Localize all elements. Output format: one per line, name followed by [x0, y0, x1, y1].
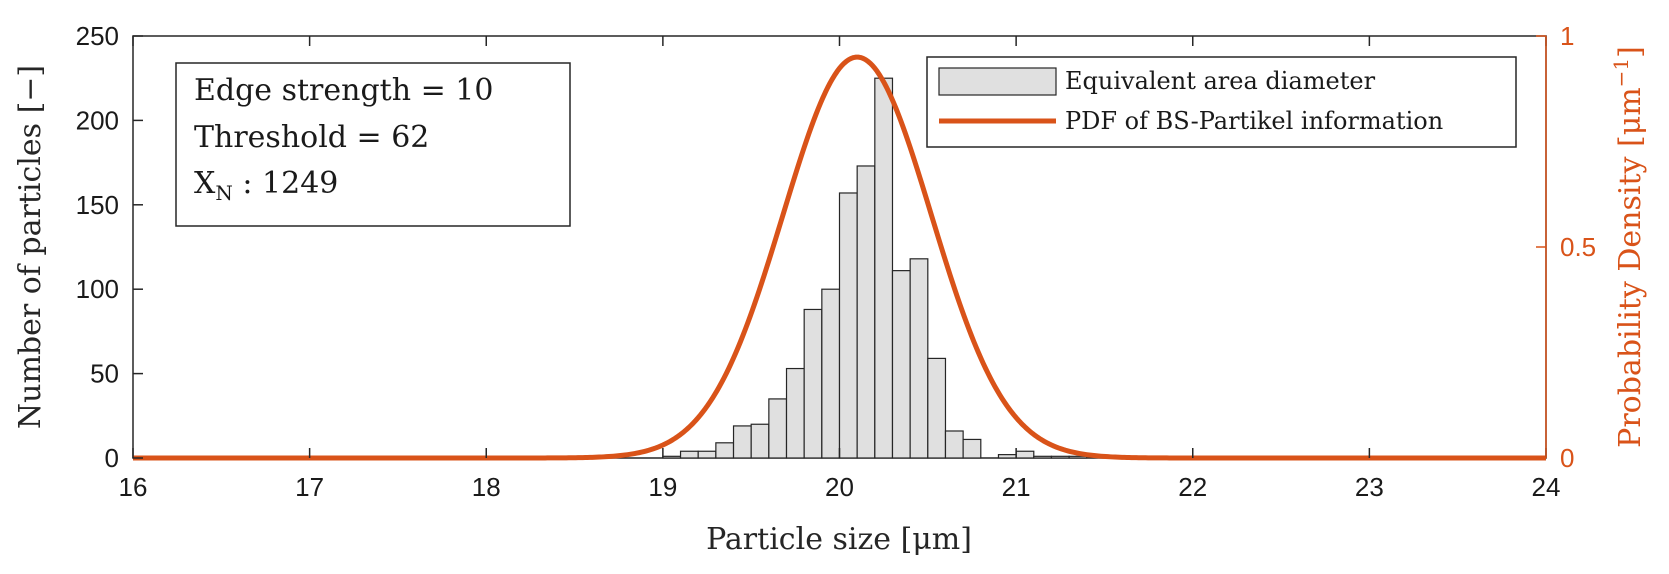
histogram-bar-16: [944, 430, 964, 459]
x-tick-label-0: 16: [119, 472, 148, 502]
histogram-bar-6: [768, 398, 788, 459]
y-right-axis-label-main: Probability Density [μm: [1613, 87, 1648, 448]
histogram-bar-20: [1015, 450, 1035, 459]
x-axis-ticks: 16 17 18 19 20 21 22 23 24: [119, 36, 1561, 502]
x-tick-label-7: 23: [1355, 472, 1384, 502]
annotation-frame: [175, 62, 571, 227]
annotation-xn-subscript: N: [215, 181, 233, 205]
y-tick-label-0: 0: [105, 443, 119, 473]
histogram-bar-13: [891, 270, 911, 459]
x-tick-label-3: 19: [648, 472, 677, 502]
annotation-box: Edge strength = 10 Threshold = 62 XN : 1…: [175, 62, 571, 227]
histogram-bar-7: [785, 367, 805, 459]
histogram-bar-19: [997, 454, 1017, 459]
y-tick-label-5: 250: [76, 21, 119, 51]
histogram-bar-17: [962, 438, 982, 459]
annotation-threshold: Threshold = 62: [194, 120, 429, 155]
y-axis-ticks: 0 50 100 150 200 250: [76, 21, 143, 473]
histogram-bar-15: [927, 357, 947, 459]
histogram-bar-10: [838, 192, 858, 459]
y-right-tick-label-0: 0: [1560, 443, 1574, 473]
annotation-xn-symbol: X: [194, 166, 216, 201]
pdf-curve: [132, 54, 1547, 461]
y-tick-label-1: 50: [90, 359, 119, 389]
y-right-axis-label-sup: −1: [1609, 58, 1633, 87]
x-axis-label: Particle size [μm]: [706, 522, 972, 557]
y-right-tick-label-1: 0.5: [1560, 232, 1596, 262]
annotation-xn: XN : 1249: [194, 166, 338, 205]
histogram-bar-2: [697, 450, 717, 459]
x-tick-label-1: 17: [295, 472, 324, 502]
histogram-bar-0: [662, 455, 682, 459]
y-right-tick-label-2: 1: [1560, 21, 1574, 51]
histogram-bar-3: [715, 442, 735, 459]
y-tick-label-4: 200: [76, 105, 119, 135]
annotation-xn-value: : 1249: [233, 166, 339, 201]
legend: Equivalent area diameter PDF of BS-Parti…: [926, 56, 1517, 148]
y-right-axis-label-close: ]: [1613, 46, 1648, 58]
histogram-bar-14: [909, 258, 929, 459]
annotation-edge-strength: Edge strength = 10: [194, 73, 493, 108]
x-tick-label-4: 20: [825, 472, 854, 502]
histogram-bar-1: [679, 450, 699, 459]
histogram-bar-22: [1050, 455, 1070, 459]
y-right-axis-label: Probability Density [μm−1]: [1609, 46, 1648, 448]
legend-label-histogram: Equivalent area diameter: [1065, 67, 1376, 95]
histogram-bar-9: [821, 288, 841, 459]
x-tick-label-2: 18: [472, 472, 501, 502]
x-tick-label-8: 24: [1532, 472, 1561, 502]
histogram-bar-11: [856, 165, 876, 459]
y-axis-label: Number of particles [−]: [13, 65, 48, 429]
histogram-bar-4: [732, 425, 752, 459]
histogram-bar-12: [874, 77, 894, 459]
x-tick-label-5: 21: [1002, 472, 1031, 502]
y-tick-label-3: 150: [76, 190, 119, 220]
x-tick-label-6: 22: [1178, 472, 1207, 502]
histogram-bar-5: [750, 423, 770, 459]
y-right-axis-ticks: 00.51: [1536, 21, 1596, 473]
legend-label-pdf: PDF of BS-Partikel information: [1065, 107, 1443, 135]
histogram-bar-21: [1033, 455, 1053, 459]
legend-swatch-histogram: [938, 67, 1057, 96]
histogram-bar-8: [803, 308, 823, 459]
y-tick-label-2: 100: [76, 274, 119, 304]
